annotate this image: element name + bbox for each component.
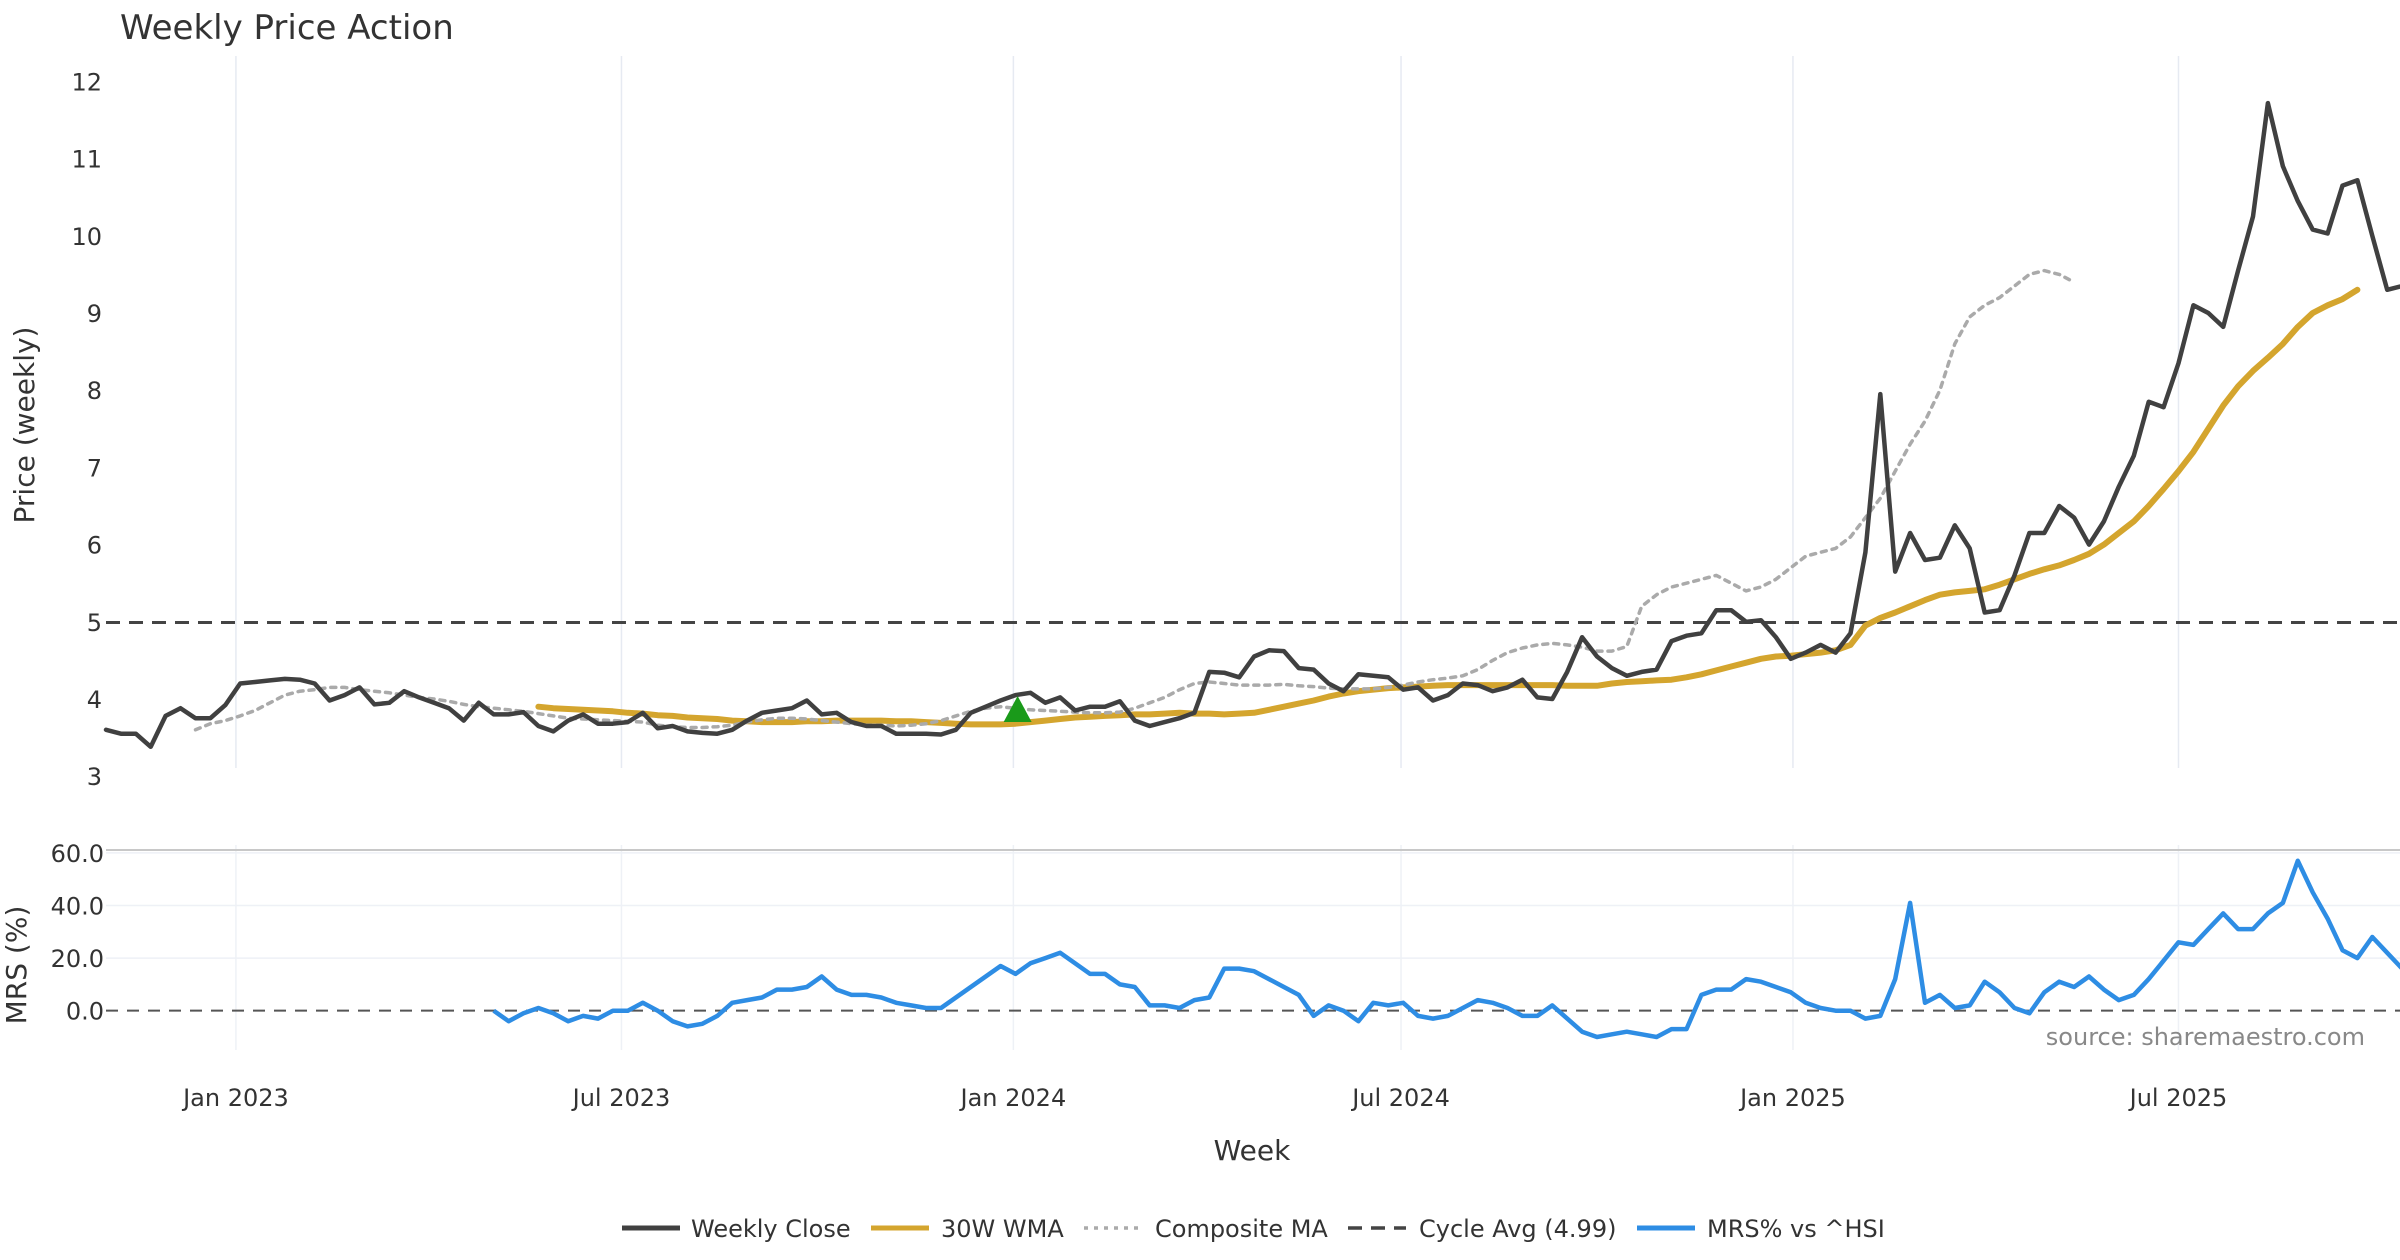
legend-label: Weekly Close xyxy=(691,1215,851,1243)
price-y-tick-label: 8 xyxy=(87,377,102,405)
price-y-tick-label: 6 xyxy=(87,532,102,560)
x-tick-label: Jan 2025 xyxy=(1738,1084,1846,1112)
price-y-tick-label: 10 xyxy=(71,223,102,251)
weekly-close-line xyxy=(103,100,2400,750)
mrs-axis-label: MRS (%) xyxy=(0,906,33,1025)
chart-title: Weekly Price Action xyxy=(120,8,454,48)
legend-label: 30W WMA xyxy=(941,1215,1064,1243)
source-note: source: sharemaestro.com xyxy=(2046,1023,2365,1051)
legend-label: MRS% vs ^HSI xyxy=(1707,1215,1885,1243)
x-tick-label: Jan 2024 xyxy=(959,1084,1067,1112)
price-y-tick-label: 7 xyxy=(87,454,102,482)
wma-30w-line xyxy=(535,286,2361,728)
x-tick-label: Jan 2023 xyxy=(181,1084,289,1112)
buy-signal-marker xyxy=(1003,695,1032,722)
mrs-y-tick-label: 60.0 xyxy=(51,840,104,868)
mrs-y-tick-label: 40.0 xyxy=(51,892,104,920)
x-tick-label: Jul 2023 xyxy=(571,1084,671,1112)
x-axis-label: Week xyxy=(1214,1134,1291,1167)
mrs-y-tick-label: 0.0 xyxy=(66,998,104,1026)
price-y-tick-label: 5 xyxy=(87,609,102,637)
price-y-tick-label: 4 xyxy=(87,686,102,714)
grid-lines xyxy=(106,56,2400,1050)
x-tick-label: Jul 2024 xyxy=(1350,1084,1450,1112)
price-y-tick-label: 3 xyxy=(87,763,102,791)
mrs-y-tick-label: 20.0 xyxy=(51,945,104,973)
mrs-line xyxy=(492,858,2400,1040)
composite-ma-line xyxy=(193,268,2076,732)
price-y-tick-label: 12 xyxy=(71,68,102,96)
price-y-tick-label: 9 xyxy=(87,300,102,328)
legend-label: Composite MA xyxy=(1155,1215,1328,1243)
x-tick-label: Jul 2025 xyxy=(2128,1084,2228,1112)
price-y-tick-label: 11 xyxy=(71,146,102,174)
legend: Weekly Close 30W WMA Composite MA Cycle Avg… xyxy=(622,1215,1885,1243)
price-axis-label: Price (weekly) xyxy=(8,327,41,524)
series-lines xyxy=(103,100,2400,1040)
axis-ticks: Jan 2023 Jul 2023 Jan 2024 Jul 2024 Jan 2025… xyxy=(51,68,2228,1112)
legend-label: Cycle Avg (4.99) xyxy=(1419,1215,1616,1243)
